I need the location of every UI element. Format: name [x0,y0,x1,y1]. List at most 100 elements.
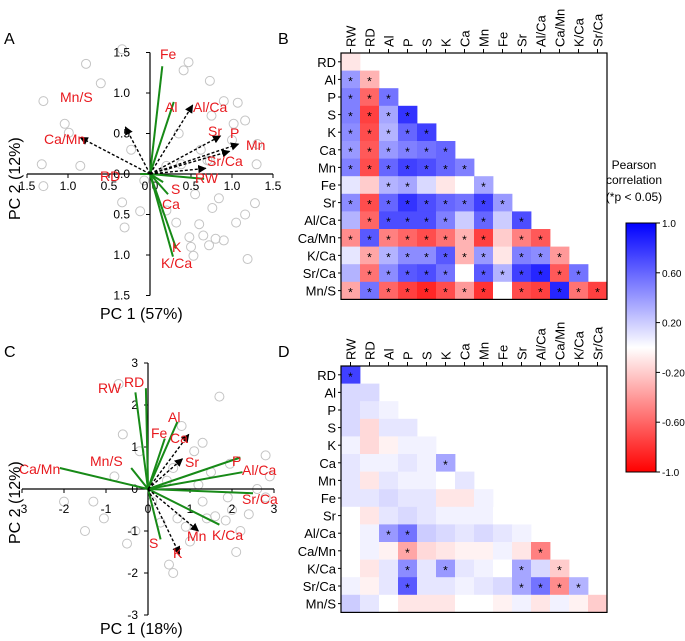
heatmap-cell [493,524,513,543]
heatmap-cell [379,506,399,525]
heatmap-cell [341,366,361,384]
score-point [218,96,229,107]
score-point [161,160,172,171]
legend-tick-label: 1.0 [662,219,676,230]
heatmap-cell [341,577,361,596]
heatmap-cell [341,436,361,455]
heatmap-cell [455,176,475,195]
significance-star: * [405,546,410,560]
heatmap-frame [340,52,608,300]
significance-star: * [557,563,562,577]
column-label-sr: Sr [515,346,530,360]
heatmap-cell [398,229,418,247]
heatmap-cell [398,105,418,124]
row-label-ca-mn: Ca/Mn [298,544,336,559]
loading-label-al: Al [165,99,177,115]
significance-star: * [367,268,372,282]
column-label-ca: Ca [458,343,473,360]
significance-star: * [462,198,467,212]
significance-star: * [405,145,410,159]
heatmap-cell [474,506,494,525]
heatmap-cell [341,70,361,89]
score-point [260,492,271,503]
score-point [80,526,90,536]
row-label-p: P [327,90,336,105]
significance-star: * [443,458,448,472]
loading-label-ca-mn: Ca/Mn [19,461,60,477]
heatmap-cell [379,436,399,455]
significance-star: * [443,198,448,212]
significance-star: * [519,286,524,300]
heatmap-cell [417,471,437,490]
y-tick-label: -1 [127,524,138,538]
heatmap-cell [455,211,475,230]
legend-tick-label: 0.60 [662,269,682,280]
heatmap-cell [360,105,380,124]
loading-label-mn-s: Mn/S [60,89,93,105]
score-point [63,127,74,138]
heatmap-cell [474,559,494,578]
x-tick-label: 0.5 [101,179,118,193]
heatmap-cell [436,141,456,159]
heatmap-cell [436,489,456,508]
x-tick-label: 2 [229,502,236,516]
heatmap-cell [360,176,380,195]
y-tick-label: 1.5 [113,46,130,60]
loading-label-sr-ca: Sr/Ca [207,153,243,169]
x-tick-label: -1 [101,502,112,516]
score-point [227,505,237,515]
loading-label-fe: Fe [151,425,168,441]
heatmap-cell [436,264,456,283]
significance-star: * [405,180,410,194]
panel-label-c: C [4,344,16,361]
significance-star: * [386,127,391,141]
heatmap-cell [474,229,494,247]
heatmap-cell [360,141,380,159]
heatmap-cell [360,264,380,283]
x-axis-title-c: PC 1 (18%) [100,621,183,638]
significance-star: * [367,74,372,88]
significance-star: * [481,215,486,229]
biplot-c: -3-2-101233210-1-2-3 RW RD Al Fe Ca Ca/M… [7,356,278,638]
heatmap-cell [398,158,418,177]
significance-star: * [557,268,562,282]
significance-star: * [348,233,353,247]
heatmap-cell [379,176,399,195]
loading-vector-al [147,421,179,490]
score-point [171,217,182,228]
heatmap-cell [474,246,494,265]
significance-star: * [405,581,410,595]
score-point [224,458,235,469]
significance-star: * [519,215,524,229]
row-label-ca-mn: Ca/Mn [298,231,336,246]
heatmap-cell [360,401,380,420]
heatmap-cell [398,193,418,212]
score-point [190,189,201,200]
significance-star: * [500,198,505,212]
heatmap-cell [436,211,456,230]
column-label-al: Al [382,35,397,47]
x-tick-label: 1.5 [265,179,282,193]
heatmap-cell [531,281,551,300]
loading-label-ca: Ca [170,430,188,446]
loading-vector-rd [144,388,149,490]
score-point [168,463,179,473]
heatmap-cell [360,193,380,212]
row-label-mn: Mn [318,473,336,488]
heatmap-cell [379,88,399,107]
x-axis-title-a: PC 1 (57%) [100,306,183,323]
loading-label-s: S [149,535,158,551]
significance-star: * [348,145,353,159]
heatmap-cell [417,264,437,283]
significance-star: * [595,286,600,300]
heatmap-cell [531,264,551,283]
score-point [81,58,92,69]
loading-label-rd: RD [100,168,120,184]
heatmap-cell [436,176,456,195]
heatmap-cell [417,281,437,300]
heatmap-cell [550,594,570,613]
loading-arrow-mn [149,149,231,175]
row-label-p: P [327,403,336,418]
heatmap-cell [360,383,380,402]
heatmap-cell [341,489,361,508]
